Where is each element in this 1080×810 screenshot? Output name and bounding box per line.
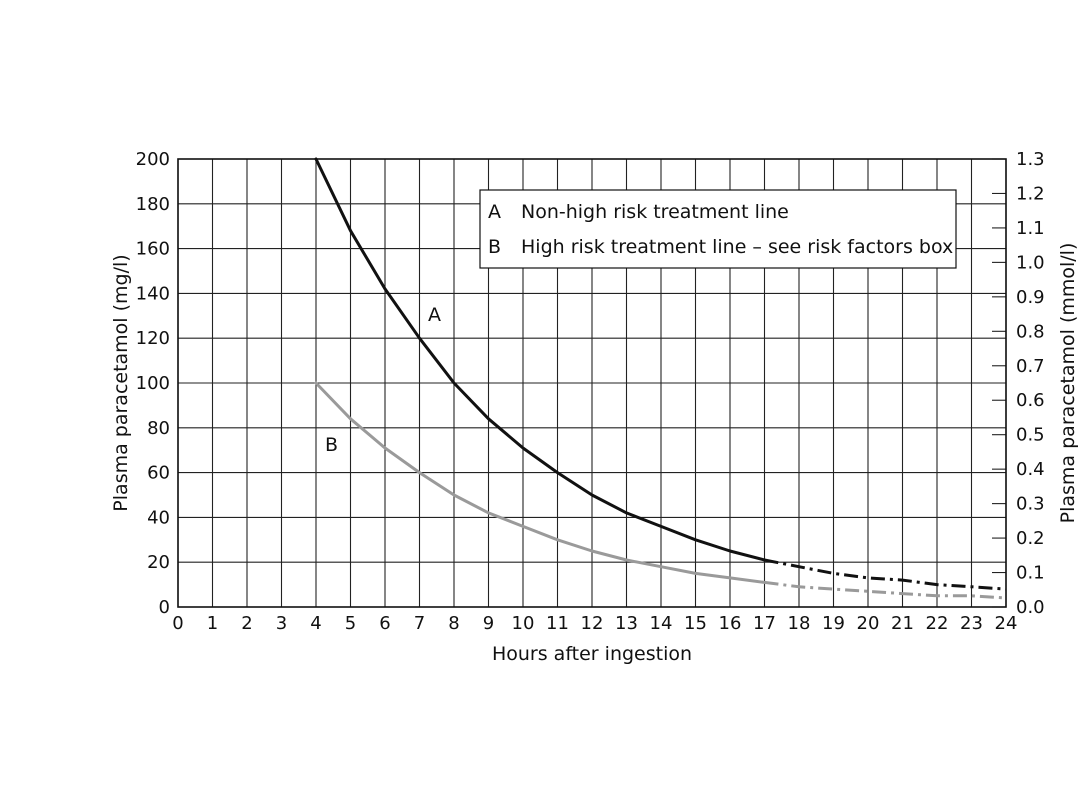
legend-text-a: Non-high risk treatment line: [521, 201, 789, 223]
y2-tick-label: 1.1: [1016, 218, 1045, 239]
y-axis-label: Plasma paracetamol (mg/l): [110, 254, 132, 511]
x-tick-label: 19: [822, 613, 845, 634]
legend-text-b: High risk treatment line – see risk fact…: [521, 236, 953, 258]
series-line-b-solid: [314, 381, 766, 584]
y2-tick-label: 1.2: [1016, 183, 1045, 204]
series-lines: [314, 157, 1007, 600]
y-tick-label: 20: [147, 552, 170, 573]
y2-tick-label: 0.7: [1016, 356, 1045, 377]
series-label-a: A: [428, 304, 441, 326]
tick-labels: 0 1 2 3 4 5 6 7 8 9 10 11 12 13 14 15 16 17 18 19 20 21 22 23 24…: [136, 149, 1045, 634]
legend-box: [479, 189, 957, 269]
legend-key-b: B: [488, 236, 501, 258]
y2-axis-label: Plasma paracetamol (mmol/l): [1057, 243, 1079, 524]
x-tick-label: 3: [276, 613, 287, 634]
y2-tick-label: 0.2: [1016, 528, 1045, 549]
x-tick-label: 1: [207, 613, 218, 634]
y-tick-label: 0: [159, 597, 170, 618]
x-tick-label: 14: [650, 613, 673, 634]
x-tick-label: 13: [615, 613, 638, 634]
y2-tick-label: 0.4: [1016, 459, 1045, 480]
y2-tick-label: 0.9: [1016, 287, 1045, 308]
x-tick-label: 18: [788, 613, 811, 634]
x-tick-label: 15: [684, 613, 707, 634]
y-tick-label: 80: [147, 418, 170, 439]
x-tick-label: 2: [241, 613, 252, 634]
x-tick-label: 20: [857, 613, 880, 634]
y-tick-label: 180: [136, 194, 170, 215]
series-line-a-solid: [314, 157, 766, 562]
y2-tick-label: 0.6: [1016, 390, 1045, 411]
y-tick-label: 120: [136, 328, 170, 349]
y2-tick-label: 0.5: [1016, 425, 1045, 446]
x-tick-label: 21: [891, 613, 914, 634]
x-tick-label: 10: [512, 613, 535, 634]
series-line-a-dashdot: [764, 558, 1007, 591]
series-line-b-dashdot: [764, 580, 1007, 600]
legend: A Non-high risk treatment line B High ri…: [479, 189, 957, 269]
x-tick-label: 12: [581, 613, 604, 634]
y2-tick-label: 0.0: [1016, 597, 1045, 618]
x-tick-label: 23: [960, 613, 983, 634]
x-tick-label: 6: [379, 613, 390, 634]
series-label-b: B: [325, 434, 338, 456]
y-tick-label: 140: [136, 283, 170, 304]
y-tick-label: 60: [147, 463, 170, 484]
x-tick-label: 8: [448, 613, 459, 634]
x-tick-label: 9: [483, 613, 494, 634]
x-tick-label: 11: [546, 613, 569, 634]
legend-key-a: A: [488, 201, 501, 223]
x-tick-label: 7: [414, 613, 425, 634]
x-axis-label: Hours after ingestion: [492, 643, 692, 665]
x-tick-label: 22: [926, 613, 949, 634]
y-tick-label: 40: [147, 507, 170, 528]
y-tick-label: 160: [136, 239, 170, 260]
x-tick-label: 24: [995, 613, 1018, 634]
y2-tick-label: 0.3: [1016, 494, 1045, 515]
x-tick-label: 0: [172, 613, 183, 634]
x-tick-label: 5: [345, 613, 356, 634]
x-tick-label: 4: [310, 613, 321, 634]
x-tick-label: 17: [753, 613, 776, 634]
x-tick-label: 16: [719, 613, 742, 634]
y-tick-label: 100: [136, 373, 170, 394]
y2-tick-label: 0.1: [1016, 563, 1045, 584]
y2-tick-label: 1.3: [1016, 149, 1045, 170]
y-tick-label: 200: [136, 149, 170, 170]
y2-tick-label: 1.0: [1016, 252, 1045, 273]
plot-frame: [177, 158, 1007, 608]
axes: [177, 158, 1007, 608]
y2-tick-label: 0.8: [1016, 321, 1045, 342]
